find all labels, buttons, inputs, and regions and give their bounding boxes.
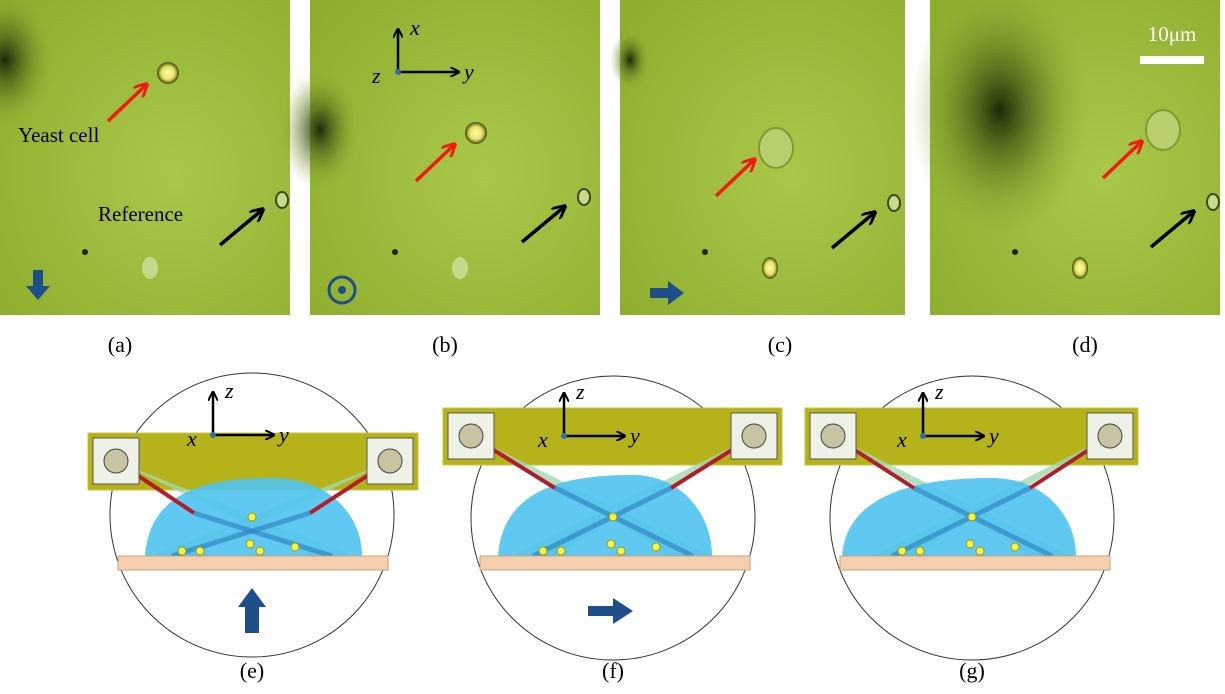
figure: (a) (b) (c) (d) Yeast cell Reference 10μm x z y z x…: [0, 0, 1225, 694]
fiber-core: [459, 424, 483, 448]
axis-label: y: [277, 422, 289, 447]
axis-label: z: [934, 379, 944, 404]
yeast-cell: [157, 62, 179, 84]
dark-region: [280, 70, 360, 190]
schematic: z x y (g): [805, 376, 1138, 683]
scale-bar: [1140, 56, 1204, 64]
particle: [976, 547, 984, 555]
schematic: z x y (e): [88, 373, 418, 683]
particle: [452, 257, 468, 279]
axis-label: z: [371, 63, 381, 88]
panel-label: (c): [768, 332, 792, 357]
yeast-cell: [759, 128, 793, 168]
axis-label: y: [462, 59, 474, 84]
particle: [617, 547, 625, 555]
axis-origin: [920, 433, 926, 439]
particle: [702, 249, 708, 255]
axis-label: y: [628, 423, 640, 448]
panel-label: (f): [602, 658, 624, 683]
particle: [82, 249, 88, 255]
reference-cell: [888, 195, 900, 211]
particle: [178, 547, 186, 555]
yeast-cell: [1146, 110, 1180, 150]
micrograph: (b): [280, 0, 600, 357]
substrate: [118, 556, 388, 570]
micrograph: (d): [910, 0, 1220, 357]
annotation: Yeast cell: [18, 123, 99, 147]
schematic: z x y (f): [443, 376, 782, 683]
particle: [1012, 249, 1018, 255]
particle: [142, 257, 158, 279]
particle: [762, 257, 778, 279]
panel-label: (a): [108, 332, 132, 357]
substrate: [840, 556, 1110, 570]
axis-label: z: [575, 379, 585, 404]
fiber-core: [742, 424, 766, 448]
motion-out-of-plane-dot: [338, 286, 346, 294]
micrograph: (a): [0, 0, 290, 357]
axis-label: z: [224, 378, 234, 403]
fiber-core: [378, 449, 402, 473]
axis-label: x: [409, 15, 420, 40]
particle: [968, 513, 976, 521]
dark-region: [610, 30, 650, 90]
axis-origin: [561, 433, 567, 439]
reference-cell: [1207, 194, 1219, 210]
fiber-core: [104, 449, 128, 473]
axis-origin: [210, 432, 216, 438]
fiber-core: [1098, 424, 1122, 448]
particle: [196, 547, 204, 555]
yeast-cell: [465, 122, 487, 144]
particle: [898, 547, 906, 555]
particle: [246, 540, 254, 548]
particle: [291, 543, 299, 551]
panel-label: (g): [959, 658, 985, 683]
particle: [607, 540, 615, 548]
particle: [248, 513, 256, 521]
panel-label: (d): [1072, 332, 1098, 357]
particle: [966, 540, 974, 548]
particle: [916, 547, 924, 555]
particle: [1072, 257, 1088, 279]
particle: [256, 547, 264, 555]
particle: [609, 513, 617, 521]
substrate: [480, 556, 750, 570]
reference-cell: [578, 189, 590, 205]
panel-label: (b): [432, 332, 458, 357]
scale-bar-label: 10μm: [1148, 22, 1197, 46]
reference-cell: [276, 192, 288, 208]
axis-label: x: [537, 427, 548, 452]
axis-origin: [395, 69, 401, 75]
particle: [557, 547, 565, 555]
particle: [652, 543, 660, 551]
axis-label: y: [987, 423, 999, 448]
annotation: Reference: [98, 202, 183, 226]
axis-label: x: [186, 426, 197, 451]
particle: [1011, 543, 1019, 551]
axis-label: x: [896, 427, 907, 452]
particle: [392, 249, 398, 255]
fiber-core: [821, 424, 845, 448]
panel-label: (e): [240, 658, 264, 683]
particle: [539, 547, 547, 555]
micrograph: (c): [610, 0, 905, 357]
